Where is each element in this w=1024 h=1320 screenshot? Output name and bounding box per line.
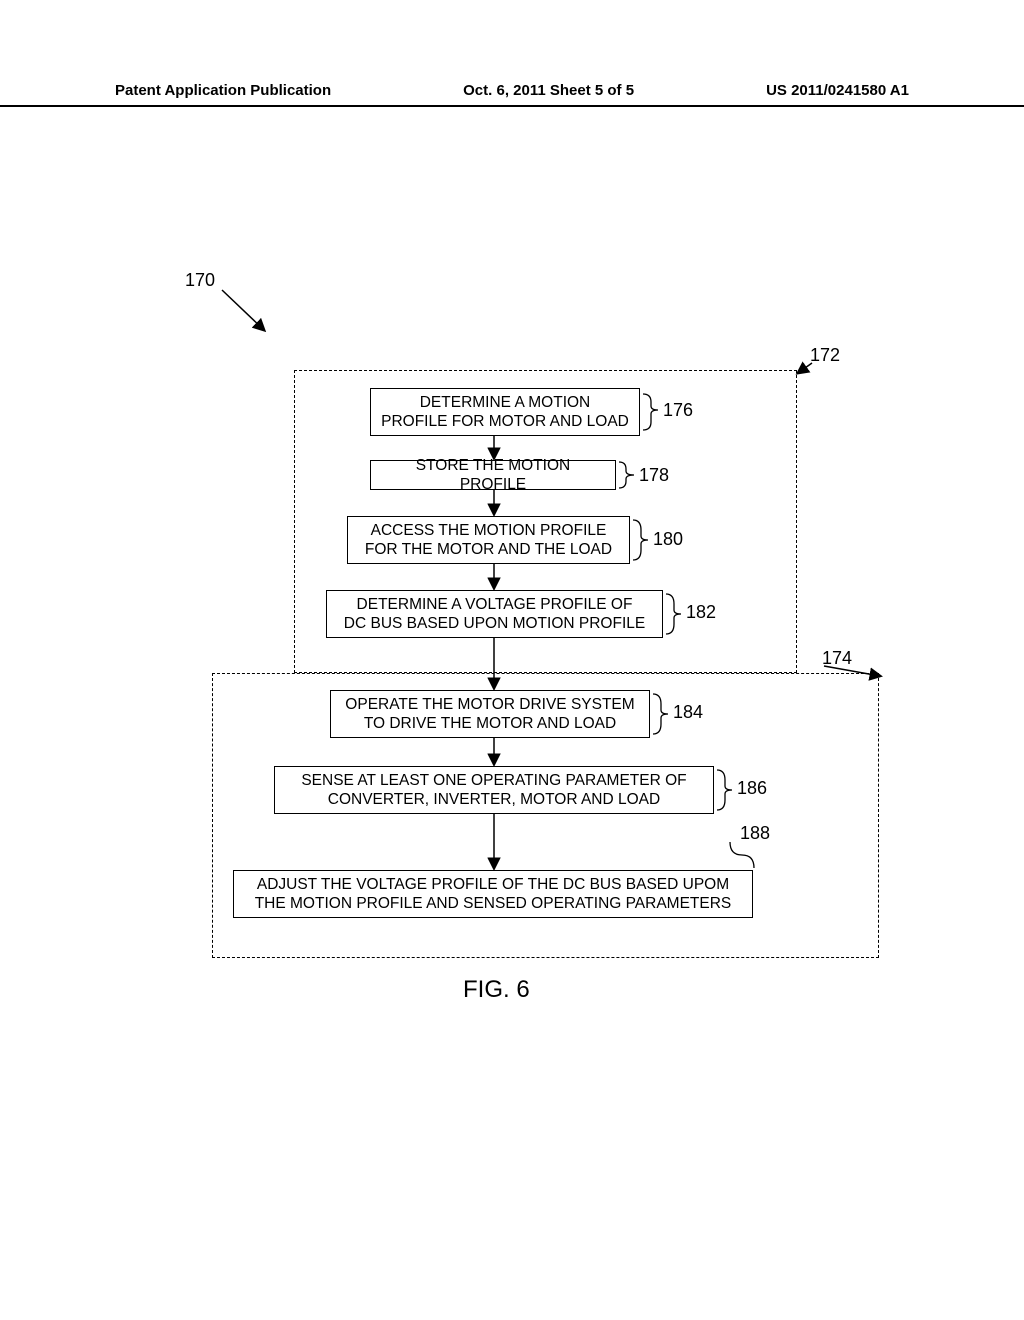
leader-170	[222, 290, 264, 330]
ref-180: 180	[653, 529, 683, 550]
page-header: Patent Application Publication Oct. 6, 2…	[0, 82, 1024, 107]
header-right: US 2011/0241580 A1	[766, 82, 909, 99]
step-176-l2: PROFILE FOR MOTOR AND LOAD	[381, 412, 629, 431]
step-182: DETERMINE A VOLTAGE PROFILE OF DC BUS BA…	[326, 590, 663, 638]
step-184-l2: TO DRIVE THE MOTOR AND LOAD	[364, 714, 616, 733]
step-180: ACCESS THE MOTION PROFILE FOR THE MOTOR …	[347, 516, 630, 564]
step-182-l1: DETERMINE A VOLTAGE PROFILE OF	[357, 595, 633, 614]
ref-170: 170	[185, 270, 215, 291]
ref-178: 178	[639, 465, 669, 486]
step-178: STORE THE MOTION PROFILE	[370, 460, 616, 490]
ref-186: 186	[737, 778, 767, 799]
header-left: Patent Application Publication	[115, 82, 331, 99]
ref-188: 188	[740, 823, 770, 844]
step-176-l1: DETERMINE A MOTION	[420, 393, 591, 412]
step-188: ADJUST THE VOLTAGE PROFILE OF THE DC BUS…	[233, 870, 753, 918]
ref-184: 184	[673, 702, 703, 723]
patent-page: Patent Application Publication Oct. 6, 2…	[0, 0, 1024, 1320]
step-188-l1: ADJUST THE VOLTAGE PROFILE OF THE DC BUS…	[257, 875, 729, 894]
step-178-l1: STORE THE MOTION PROFILE	[381, 456, 605, 495]
step-184-l1: OPERATE THE MOTOR DRIVE SYSTEM	[345, 695, 634, 714]
step-184: OPERATE THE MOTOR DRIVE SYSTEM TO DRIVE …	[330, 690, 650, 738]
step-186-l1: SENSE AT LEAST ONE OPERATING PARAMETER O…	[301, 771, 686, 790]
step-188-l2: THE MOTION PROFILE AND SENSED OPERATING …	[255, 894, 732, 913]
step-182-l2: DC BUS BASED UPON MOTION PROFILE	[344, 614, 645, 633]
step-180-l1: ACCESS THE MOTION PROFILE	[371, 521, 607, 540]
step-176: DETERMINE A MOTION PROFILE FOR MOTOR AND…	[370, 388, 640, 436]
ref-176: 176	[663, 400, 693, 421]
ref-174: 174	[822, 648, 852, 669]
ref-172: 172	[810, 345, 840, 366]
figure-label: FIG. 6	[463, 976, 530, 1004]
ref-182: 182	[686, 602, 716, 623]
step-180-l2: FOR THE MOTOR AND THE LOAD	[365, 540, 612, 559]
header-center: Oct. 6, 2011 Sheet 5 of 5	[463, 82, 634, 99]
step-186: SENSE AT LEAST ONE OPERATING PARAMETER O…	[274, 766, 714, 814]
step-186-l2: CONVERTER, INVERTER, MOTOR AND LOAD	[328, 790, 660, 809]
